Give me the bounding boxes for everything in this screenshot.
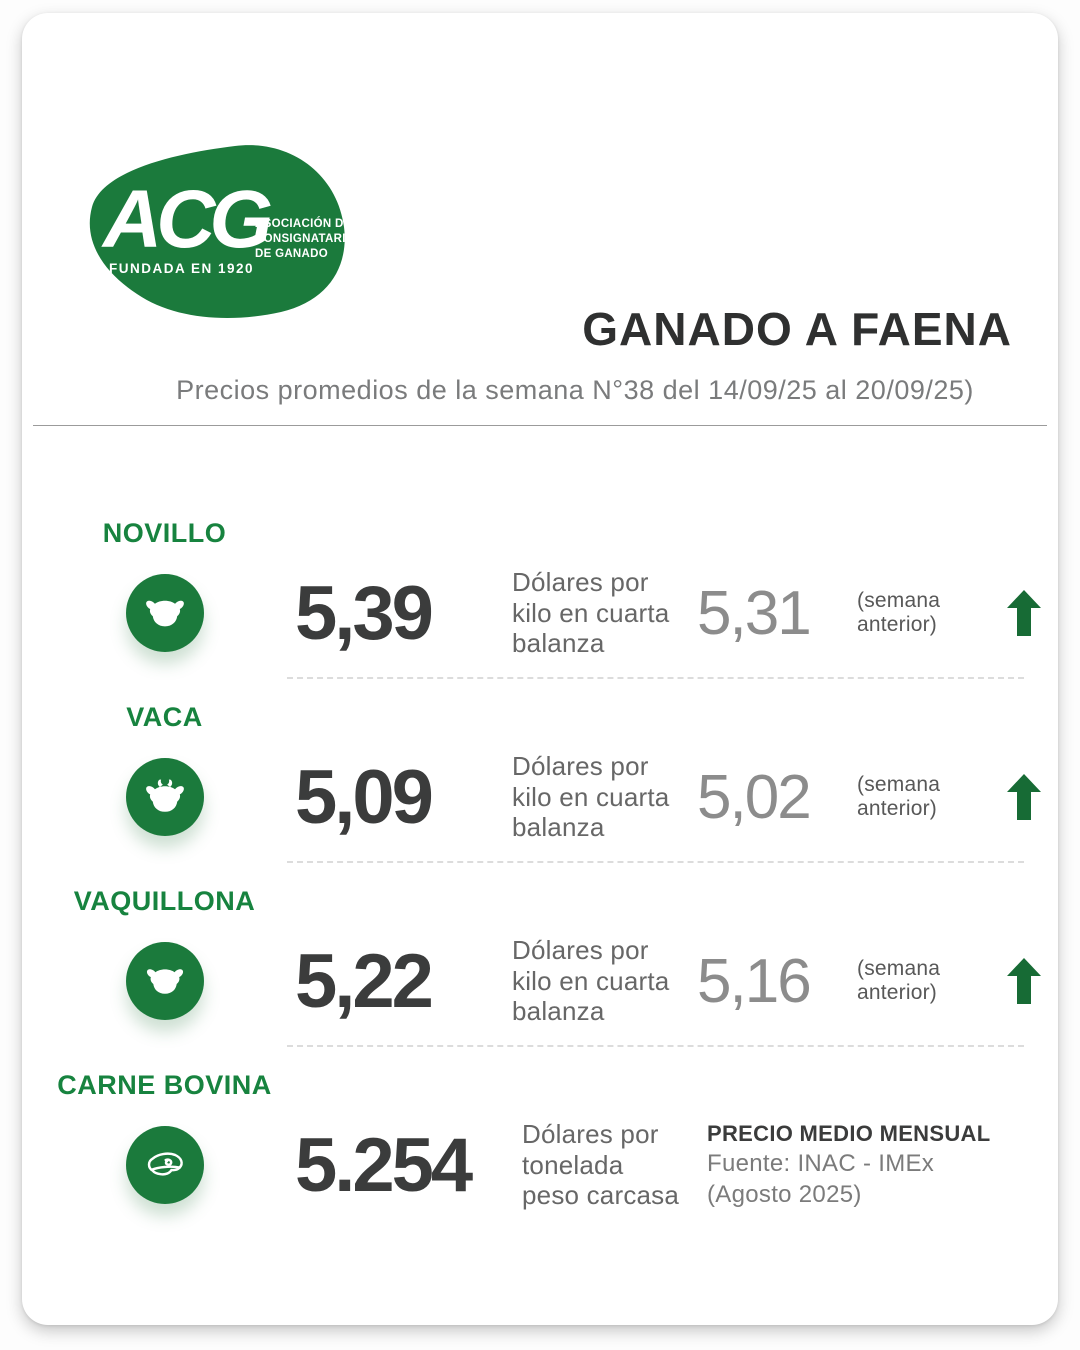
heifer-head-icon — [146, 969, 183, 994]
price-source: PRECIO MEDIO MENSUAL Fuente: INAC - IMEx… — [707, 1120, 1038, 1211]
source-line: (Agosto 2025) — [707, 1181, 862, 1209]
previous-price: 5,31 — [697, 578, 812, 648]
acg-logo: ACG ASOCIACIÓN DE CONSIGNATARIOS DE GANA… — [85, 143, 363, 321]
row-label: CARNE BOVINA — [57, 1070, 272, 1101]
trend-cell — [1007, 958, 1041, 1005]
unit-line: balanza — [512, 996, 605, 1027]
price-row-carne-bovina: CARNE BOVINA — [42, 1070, 1038, 1211]
icon-cell — [42, 1126, 287, 1205]
header-divider — [33, 425, 1047, 426]
icon-circle — [125, 574, 204, 652]
row-separator — [287, 677, 1024, 680]
unit-line: Dólares por — [512, 751, 649, 782]
current-price: 5.254 — [295, 1122, 473, 1208]
icon-circle — [125, 942, 204, 1021]
steer-head-icon — [145, 600, 184, 627]
current-price: 5,22 — [295, 938, 434, 1024]
unit-line: balanza — [512, 812, 605, 843]
trend-cell — [1007, 774, 1041, 821]
previous-price-label: (semana anterior) — [857, 589, 941, 636]
up-arrow-icon — [1007, 958, 1041, 1005]
icon-cell — [42, 942, 287, 1021]
price-unit: Dólares por kilo en cuarta balanza — [512, 935, 697, 1027]
logo-org-line: CONSIGNATARIOS — [255, 232, 363, 245]
up-arrow-icon — [1007, 590, 1041, 636]
page-title: GANADO A FAENA — [582, 303, 1012, 355]
row-label: VAQUILLONA — [73, 886, 256, 917]
row-main: 5,39 Dólares por kilo en cuarta balanza … — [42, 567, 1041, 659]
row-label: VACA — [126, 702, 203, 733]
unit-line: Dólares por — [512, 567, 649, 597]
cow-head-icon — [145, 779, 184, 812]
row-label: NOVILLO — [102, 518, 227, 548]
price-unit: Dólares por tonelada peso carcasa — [522, 1119, 707, 1211]
icon-cell — [42, 758, 287, 837]
previous-price: 5,02 — [697, 762, 812, 832]
price-row-vaca: VACA 5,09 Dólares por — [42, 702, 1041, 886]
current-price: 5,39 — [295, 570, 434, 656]
price-row-vaquillona: VAQUILLONA 5,22 Dólares por kilo en cuar… — [42, 886, 1041, 1070]
source-title: PRECIO MEDIO MENSUAL — [707, 1120, 991, 1146]
row-spacer — [42, 679, 1038, 702]
logo-org-line: DE GANADO — [255, 247, 328, 260]
unit-line: kilo en cuarta — [512, 965, 670, 996]
previous-price: 5,16 — [697, 946, 812, 1016]
trend-cell — [1007, 590, 1041, 636]
logo-org-line: ASOCIACIÓN DE — [255, 218, 352, 230]
current-price: 5,09 — [295, 754, 434, 840]
icon-circle — [125, 1126, 204, 1205]
icon-circle — [125, 758, 204, 837]
price-unit: Dólares por kilo en cuarta balanza — [512, 751, 697, 843]
source-line: Fuente: INAC - IMEx — [707, 1150, 935, 1178]
price-rows: NOVILLO 5,39 Dólares por kilo en cuarta — [42, 518, 1041, 1211]
price-unit: Dólares por kilo en cuarta balanza — [512, 567, 697, 659]
up-arrow-icon — [1007, 774, 1041, 821]
page-subtitle: Precios promedios de la semana N°38 del … — [176, 375, 974, 405]
unit-line: Dólares por — [522, 1119, 659, 1150]
row-separator — [287, 861, 1024, 864]
logo-org-name: ASOCIACIÓN DE CONSIGNATARIOS DE GANADO — [255, 217, 363, 262]
row-main: 5,22 Dólares por kilo en cuarta balanza … — [42, 935, 1041, 1027]
logo-blob-shape — [89, 145, 345, 319]
price-card: ACG ASOCIACIÓN DE CONSIGNATARIOS DE GANA… — [22, 13, 1058, 1325]
unit-line: kilo en cuarta — [512, 597, 670, 628]
unit-line: balanza — [512, 628, 605, 659]
row-spacer — [42, 1047, 1038, 1070]
unit-line: tonelada — [522, 1149, 624, 1180]
logo-acronym: ACG — [103, 174, 273, 265]
meat-cut-icon — [147, 1152, 183, 1176]
unit-line: peso carcasa — [522, 1180, 680, 1211]
row-separator — [287, 1045, 1024, 1048]
row-main: 5,09 Dólares por kilo en cuarta balanza … — [42, 751, 1041, 843]
row-main: 5.254 Dólares por tonelada peso carcasa … — [42, 1119, 1038, 1211]
previous-price-label: (semana anterior) — [857, 773, 941, 821]
logo-founded-text: FUNDADA EN 1920 — [109, 261, 255, 276]
row-spacer — [42, 863, 1038, 886]
unit-line: Dólares por — [512, 935, 649, 966]
icon-cell — [42, 574, 287, 652]
previous-price-label: (semana anterior) — [857, 957, 941, 1005]
unit-line: kilo en cuarta — [512, 781, 670, 812]
price-row-novillo: NOVILLO 5,39 Dólares por kilo en cuarta — [42, 518, 1041, 702]
